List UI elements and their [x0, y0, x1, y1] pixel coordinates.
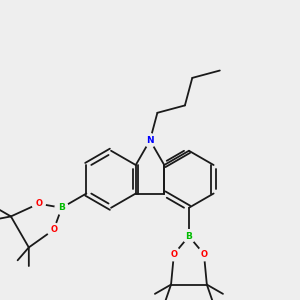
Circle shape — [32, 197, 45, 210]
Circle shape — [197, 248, 211, 261]
Text: O: O — [170, 250, 177, 259]
Circle shape — [167, 248, 181, 261]
Text: O: O — [200, 250, 208, 259]
Circle shape — [55, 201, 68, 214]
Text: O: O — [35, 199, 42, 208]
Circle shape — [182, 230, 196, 243]
Text: B: B — [185, 232, 192, 241]
Text: B: B — [58, 203, 65, 212]
Circle shape — [143, 134, 157, 147]
Circle shape — [47, 223, 60, 236]
Text: N: N — [146, 136, 154, 145]
Text: O: O — [50, 225, 57, 234]
